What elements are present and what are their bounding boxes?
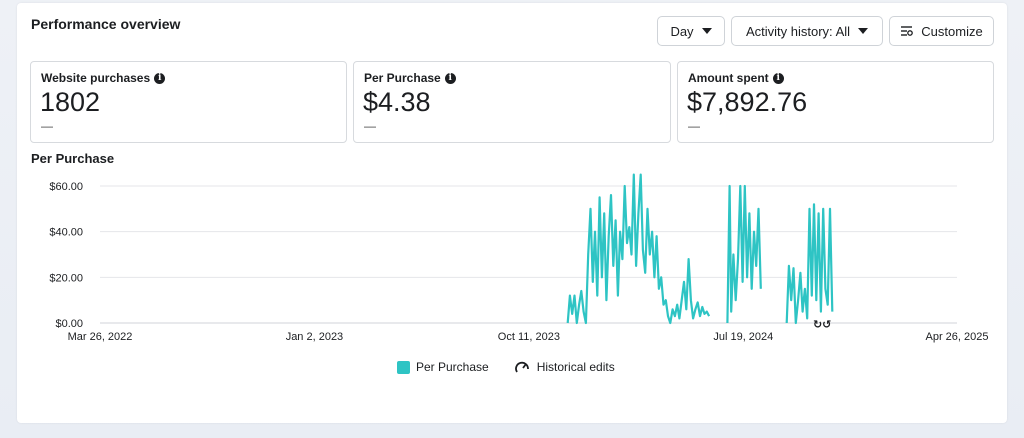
metric-value: $7,892.76 xyxy=(687,87,808,117)
info-icon[interactable]: i xyxy=(772,72,784,84)
metric-value: $4.38 xyxy=(363,87,431,117)
metric-value: 1802 xyxy=(40,87,101,117)
metric-label: Website purchases xyxy=(41,71,151,85)
legend-swatch xyxy=(397,360,410,374)
metric-label: Per Purchase xyxy=(364,71,441,85)
series-line-per-purchase xyxy=(566,173,711,325)
customize-label: Customize xyxy=(921,23,983,39)
y-tick-label: $60.00 xyxy=(49,181,83,193)
x-tick-label: Jul 19, 2024 xyxy=(713,331,773,343)
y-tick-label: $40.00 xyxy=(49,227,83,239)
x-tick-label: Mar 26, 2022 xyxy=(68,331,133,343)
chart-title: Per Purchase xyxy=(31,151,115,166)
metric-card-per-purchase[interactable]: Per Purchase i $4.38 — xyxy=(353,61,671,143)
series-line-per-purchase xyxy=(785,203,834,325)
series-line-per-purchase xyxy=(726,184,762,324)
performance-overview-card: Performance overview Day Activity histor… xyxy=(17,3,1007,423)
legend-label: Historical edits xyxy=(536,360,615,374)
metric-delta: — xyxy=(41,119,53,133)
y-tick-label: $20.00 xyxy=(49,272,83,284)
activity-history-label: Activity history: All xyxy=(745,23,851,39)
page-title: Performance overview xyxy=(31,16,181,32)
caret-down-icon xyxy=(701,28,712,34)
metric-label-row: Website purchases i xyxy=(41,71,166,85)
x-tick-label: Apr 26, 2025 xyxy=(926,331,989,343)
x-tick-label: Jan 2, 2023 xyxy=(286,331,344,343)
chart-legend: Per Purchase Historical edits xyxy=(397,360,615,374)
metric-label-row: Per Purchase i xyxy=(364,71,456,85)
info-icon[interactable]: i xyxy=(154,72,166,84)
legend-label: Per Purchase xyxy=(416,360,489,374)
info-icon[interactable]: i xyxy=(444,72,456,84)
customize-button[interactable]: Customize xyxy=(889,16,994,46)
activity-history-dropdown[interactable]: Activity history: All xyxy=(731,16,883,46)
metric-delta: — xyxy=(688,119,700,133)
day-dropdown-label: Day xyxy=(670,23,694,39)
historical-edit-marker: ↻↺ xyxy=(813,318,831,331)
y-tick-label: $0.00 xyxy=(55,318,83,330)
metric-label: Amount spent xyxy=(688,71,769,85)
metric-card-amount-spent[interactable]: Amount spent i $7,892.76 — xyxy=(677,61,994,143)
x-tick-label: Oct 11, 2023 xyxy=(498,331,560,343)
legend-item-historical-edits[interactable]: Historical edits xyxy=(514,360,615,374)
customize-icon xyxy=(901,26,914,36)
legend-item-per-purchase[interactable]: Per Purchase xyxy=(397,360,489,374)
per-purchase-chart[interactable]: $0.00 $20.00 $40.00 $60.00 Mar 26, 2022 Jan 2… xyxy=(17,3,1007,353)
metric-label-row: Amount spent i xyxy=(688,71,784,85)
metric-delta: — xyxy=(364,119,376,133)
caret-down-icon xyxy=(858,28,869,34)
historical-edits-icon xyxy=(514,361,529,373)
day-dropdown[interactable]: Day xyxy=(657,16,725,46)
metric-card-website-purchases[interactable]: Website purchases i 1802 — xyxy=(30,61,347,143)
